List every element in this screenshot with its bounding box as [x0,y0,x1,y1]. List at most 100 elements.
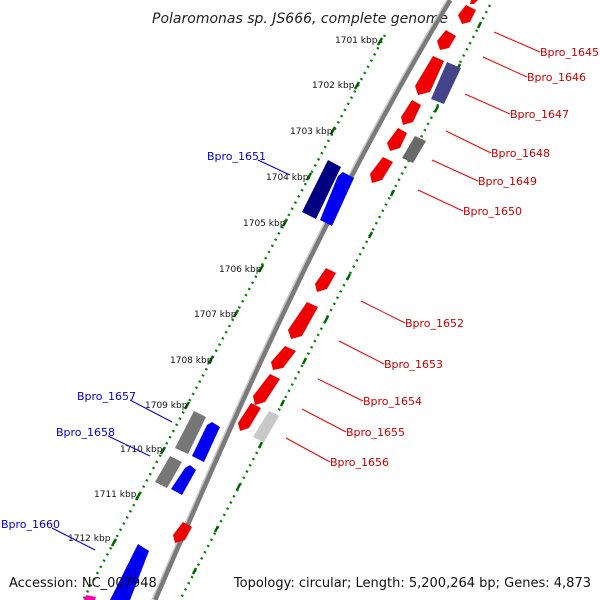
gene-label[interactable]: Bpro_1658 [56,426,115,439]
kbp-ticks [110,21,483,575]
gene-arrow-bpro-1651[interactable] [320,172,354,226]
tick-mark [476,21,483,29]
gene-arrow-pink[interactable] [84,595,96,600]
leader-line [338,340,385,365]
reverse-genes [173,0,478,543]
tick-mark [159,446,167,455]
gene-arrow-bpro-1648[interactable] [402,136,426,163]
tick-mark [207,355,215,364]
gene-arrow-bpro-1653[interactable] [271,346,296,370]
gene-arrow-bpro-1654[interactable] [253,374,280,405]
tick-mark [110,538,118,547]
kbp-tick-labels: 1701 kbp 1702 kbp 1703 kbp 1704 kbp 1705… [68,36,378,544]
tick-mark [305,172,313,181]
gene-arrow-bpro-1651-dark[interactable] [302,160,341,219]
gene-label[interactable]: Bpro_1657 [77,390,136,403]
leader-line [301,408,347,433]
tick-label: 1707 kbp [194,310,237,320]
tick-mark [235,483,242,491]
gene-arrow-bpro-1645[interactable] [458,5,476,24]
tick-label: 1704 kbp [266,173,309,183]
forward-genes [84,160,354,600]
gene-arrow-bpro-1657[interactable] [192,422,220,462]
tick-mark [232,309,240,318]
leader-line [129,399,173,423]
tick-label: 1712 kbp [68,534,111,544]
gene-label[interactable]: Bpro_1649 [478,175,537,188]
topology-text: Topology: circular; Length: 5,200,264 bp… [233,576,591,591]
leader-line [317,378,364,402]
gene-label[interactable]: Bpro_1652 [405,317,464,330]
gene-arrow-bpro-1658-gray[interactable] [155,456,182,488]
tick-mark [301,357,308,365]
gene-arrow-bpro-1646-left[interactable] [437,30,456,50]
gene-arrow-bpro-1655[interactable] [253,411,279,442]
leader-line [431,159,479,182]
gene-arrow-bpro-1655-red[interactable] [238,403,261,431]
tick-mark [257,264,265,273]
tick-mark [329,126,337,135]
tick-mark [134,492,142,501]
gene-label[interactable]: Bpro_1650 [463,205,522,218]
gene-arrow-bpro-1649[interactable] [370,157,393,183]
leader-line [51,527,96,551]
leader-line [360,300,406,324]
leader-line [285,437,331,463]
genome-backbone [152,0,453,600]
left-leader-lines [51,159,291,551]
leader-line [445,130,492,154]
right-gene-labels: Bpro_1645 Bpro_1646 Bpro_1647 Bpro_1648 … [330,46,599,469]
leader-line [257,159,291,176]
leader-line [493,31,541,53]
tick-label: 1706 kbp [219,265,262,275]
tick-mark [213,525,220,533]
right-leader-lines [285,31,541,463]
gene-label[interactable]: Bpro_1655 [346,426,405,439]
gene-label[interactable]: Bpro_1656 [330,456,389,469]
tick-mark [183,401,191,410]
tick-label: 1711 kbp [94,490,137,500]
tick-label: 1710 kbp [120,445,163,455]
gene-arrow-bpro-1646[interactable] [415,56,444,95]
gene-arrow-bpro-1658[interactable] [171,465,196,495]
tick-mark [367,231,374,239]
gene-label[interactable]: Bpro_1648 [491,147,550,160]
tick-mark [376,37,384,46]
gene-arrow-bpro-1652[interactable] [288,302,318,339]
tick-mark [281,218,289,227]
gene-label[interactable]: Bpro_1646 [527,71,586,84]
gene-arrow-bpro-1652a[interactable] [315,268,336,292]
gene-arrow-bpro-1645b[interactable] [470,0,478,4]
gene-label[interactable]: Bpro_1660 [1,518,60,531]
gene-label[interactable]: Bpro_1651 [207,150,266,163]
gene-arrow-bpro-1657-gray[interactable] [175,411,206,454]
map-title: Polaromonas sp. JS666, complete genome [152,11,448,27]
tick-label: 1708 kbp [170,356,213,366]
tick-label: 1709 kbp [145,401,188,411]
gene-arrow-1660-red[interactable] [173,522,192,543]
gene-arrow-1647b[interactable] [401,100,421,125]
gene-arrow-bpro-1660[interactable] [110,544,149,600]
gene-label[interactable]: Bpro_1645 [540,46,599,59]
gene-label[interactable]: Bpro_1647 [510,108,569,121]
tick-mark [257,441,264,449]
tick-label: 1705 kbp [243,219,286,229]
tick-mark [323,315,330,323]
gene-arrow-1648a[interactable] [387,128,407,151]
tick-mark [345,273,352,281]
tick-label: 1703 kbp [290,127,333,137]
tick-mark [433,105,440,113]
leader-line [464,93,511,115]
leader-line [417,189,464,212]
tick-label: 1702 kbp [312,81,355,91]
gene-label[interactable]: Bpro_1653 [384,358,443,371]
gene-label[interactable]: Bpro_1654 [363,395,422,408]
leader-line [107,435,151,457]
leader-line [482,56,528,78]
tick-label: 1701 kbp [335,36,378,46]
tick-mark [389,189,396,197]
tick-mark [353,81,361,90]
accession-text: Accession: NC_007948 [9,576,157,591]
gene-arrow-bpro-1647[interactable] [431,62,461,104]
